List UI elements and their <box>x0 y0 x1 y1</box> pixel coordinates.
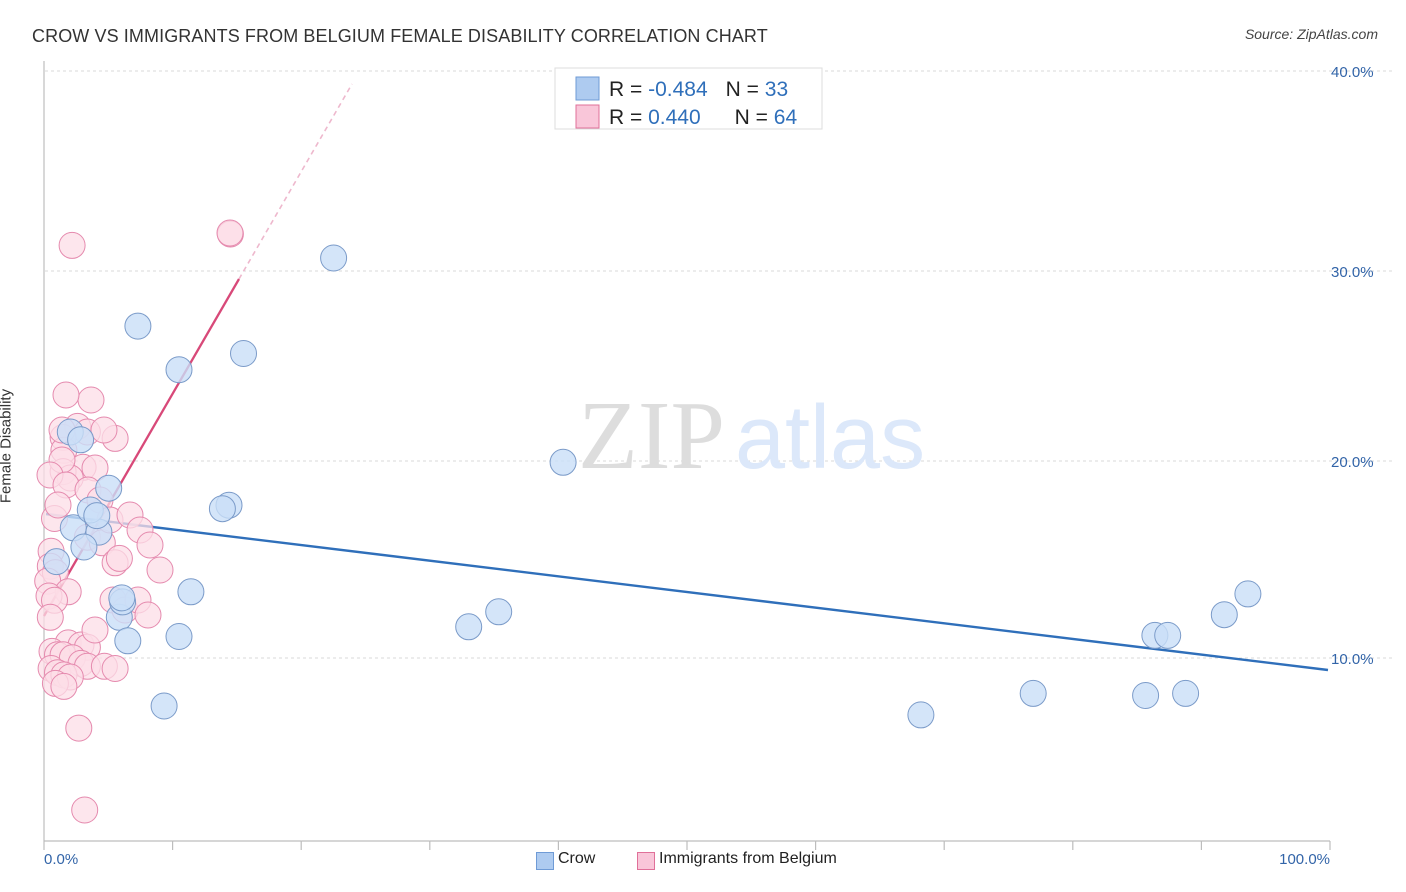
svg-text:40.0%: 40.0% <box>1331 64 1374 81</box>
svg-text:0.0%: 0.0% <box>44 851 78 868</box>
svg-text:100.0%: 100.0% <box>1279 851 1330 868</box>
svg-text:10.0%: 10.0% <box>1331 651 1374 668</box>
svg-text:ZIP: ZIP <box>578 382 725 490</box>
svg-text:20.0%: 20.0% <box>1331 454 1374 471</box>
svg-text:30.0%: 30.0% <box>1331 264 1374 281</box>
svg-text:atlas: atlas <box>735 388 925 488</box>
